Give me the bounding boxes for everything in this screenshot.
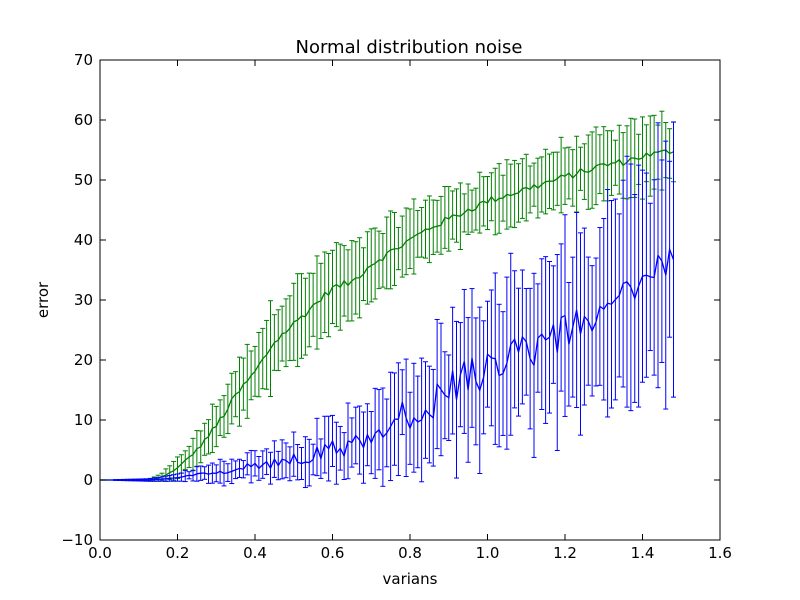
x-tick-label: 1.4 xyxy=(631,544,655,562)
y-axis-label: error xyxy=(34,281,52,318)
y-tick-label: −10 xyxy=(61,531,93,549)
y-tick-label: 40 xyxy=(74,231,93,249)
y-tick-label: 0 xyxy=(83,471,93,489)
series-1-line xyxy=(100,246,675,481)
series-layer xyxy=(100,110,676,489)
chart-title: Normal distribution noise xyxy=(295,37,522,58)
x-tick-label: 0.0 xyxy=(88,544,112,562)
y-tick-label: 20 xyxy=(74,351,93,369)
x-tick-label: 0.6 xyxy=(321,544,345,562)
ticks-layer: 0.0 0.2 0.4 0.6 0.8 1.0 1.2 1.4 1.6 −10 0 10 20 30 40 5… xyxy=(61,51,732,562)
y-tick-label: 60 xyxy=(74,111,93,129)
y-tick-label: 50 xyxy=(74,171,93,189)
x-tick-label: 0.2 xyxy=(166,544,190,562)
y-tick-label: 70 xyxy=(74,51,93,69)
series-0-line xyxy=(100,149,674,481)
x-tick-label: 1.2 xyxy=(553,544,577,562)
x-tick-label: 1.6 xyxy=(708,544,732,562)
series-1 xyxy=(100,121,676,489)
x-tick-label: 1.0 xyxy=(476,544,500,562)
x-tick-label: 0.8 xyxy=(398,544,422,562)
series-1-errorbars xyxy=(113,121,676,489)
y-tick-label: 10 xyxy=(74,411,93,429)
y-tick-label: 30 xyxy=(74,291,93,309)
x-axis-label: varians xyxy=(383,570,438,588)
series-0 xyxy=(100,110,676,482)
x-tick-label: 0.4 xyxy=(243,544,267,562)
